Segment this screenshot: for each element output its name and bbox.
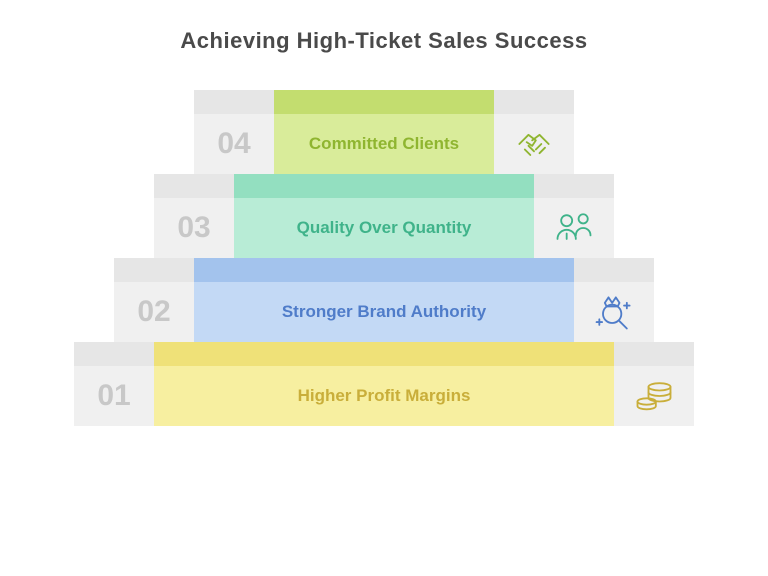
step-03-number-block: 03 [154, 198, 234, 258]
step-02-icon-block [574, 282, 654, 342]
step-03-riser-mid [234, 174, 534, 198]
step-04-riser-right [494, 90, 574, 114]
step-04-number-block: 04 [194, 114, 274, 174]
coins-icon [632, 374, 676, 418]
step-03-icon-block [534, 198, 614, 258]
step-01-riser-left [74, 342, 154, 366]
step-01-riser-right [614, 342, 694, 366]
step-01-riser-mid [154, 342, 614, 366]
step-03-label-block: Quality Over Quantity [234, 198, 534, 258]
people-icon [552, 206, 596, 250]
step-04-riser-mid [274, 90, 494, 114]
step-01-label: Higher Profit Margins [298, 386, 471, 406]
step-02-number: 02 [137, 295, 170, 329]
step-02-riser-left [114, 258, 194, 282]
step-03-label: Quality Over Quantity [297, 218, 472, 238]
step-03-riser-left [154, 174, 234, 198]
step-01: 01 Higher Profit Margins [74, 342, 694, 426]
step-04-label-block: Committed Clients [274, 114, 494, 174]
step-01-number: 01 [97, 379, 130, 413]
step-01-number-block: 01 [74, 366, 154, 426]
step-01-icon-block [614, 366, 694, 426]
step-02-riser-mid [194, 258, 574, 282]
step-03-number: 03 [177, 211, 210, 245]
step-02-riser-right [574, 258, 654, 282]
step-04-number: 04 [217, 127, 250, 161]
step-04-label: Committed Clients [309, 134, 459, 154]
step-04-icon-block [494, 114, 574, 174]
page-title: Achieving High-Ticket Sales Success [0, 0, 768, 54]
step-03: 03 Quality Over Quantity [154, 174, 614, 258]
handshake-icon [512, 122, 556, 166]
step-02-label: Stronger Brand Authority [282, 302, 486, 322]
step-02-label-block: Stronger Brand Authority [194, 282, 574, 342]
step-02-number-block: 02 [114, 282, 194, 342]
step-03-riser-right [534, 174, 614, 198]
crown-search-icon [592, 290, 636, 334]
step-04: 04 Committed Clients [194, 90, 574, 174]
step-04-riser-left [194, 90, 274, 114]
step-02: 02 Stronger Brand Authority [114, 258, 654, 342]
step-01-label-block: Higher Profit Margins [154, 366, 614, 426]
